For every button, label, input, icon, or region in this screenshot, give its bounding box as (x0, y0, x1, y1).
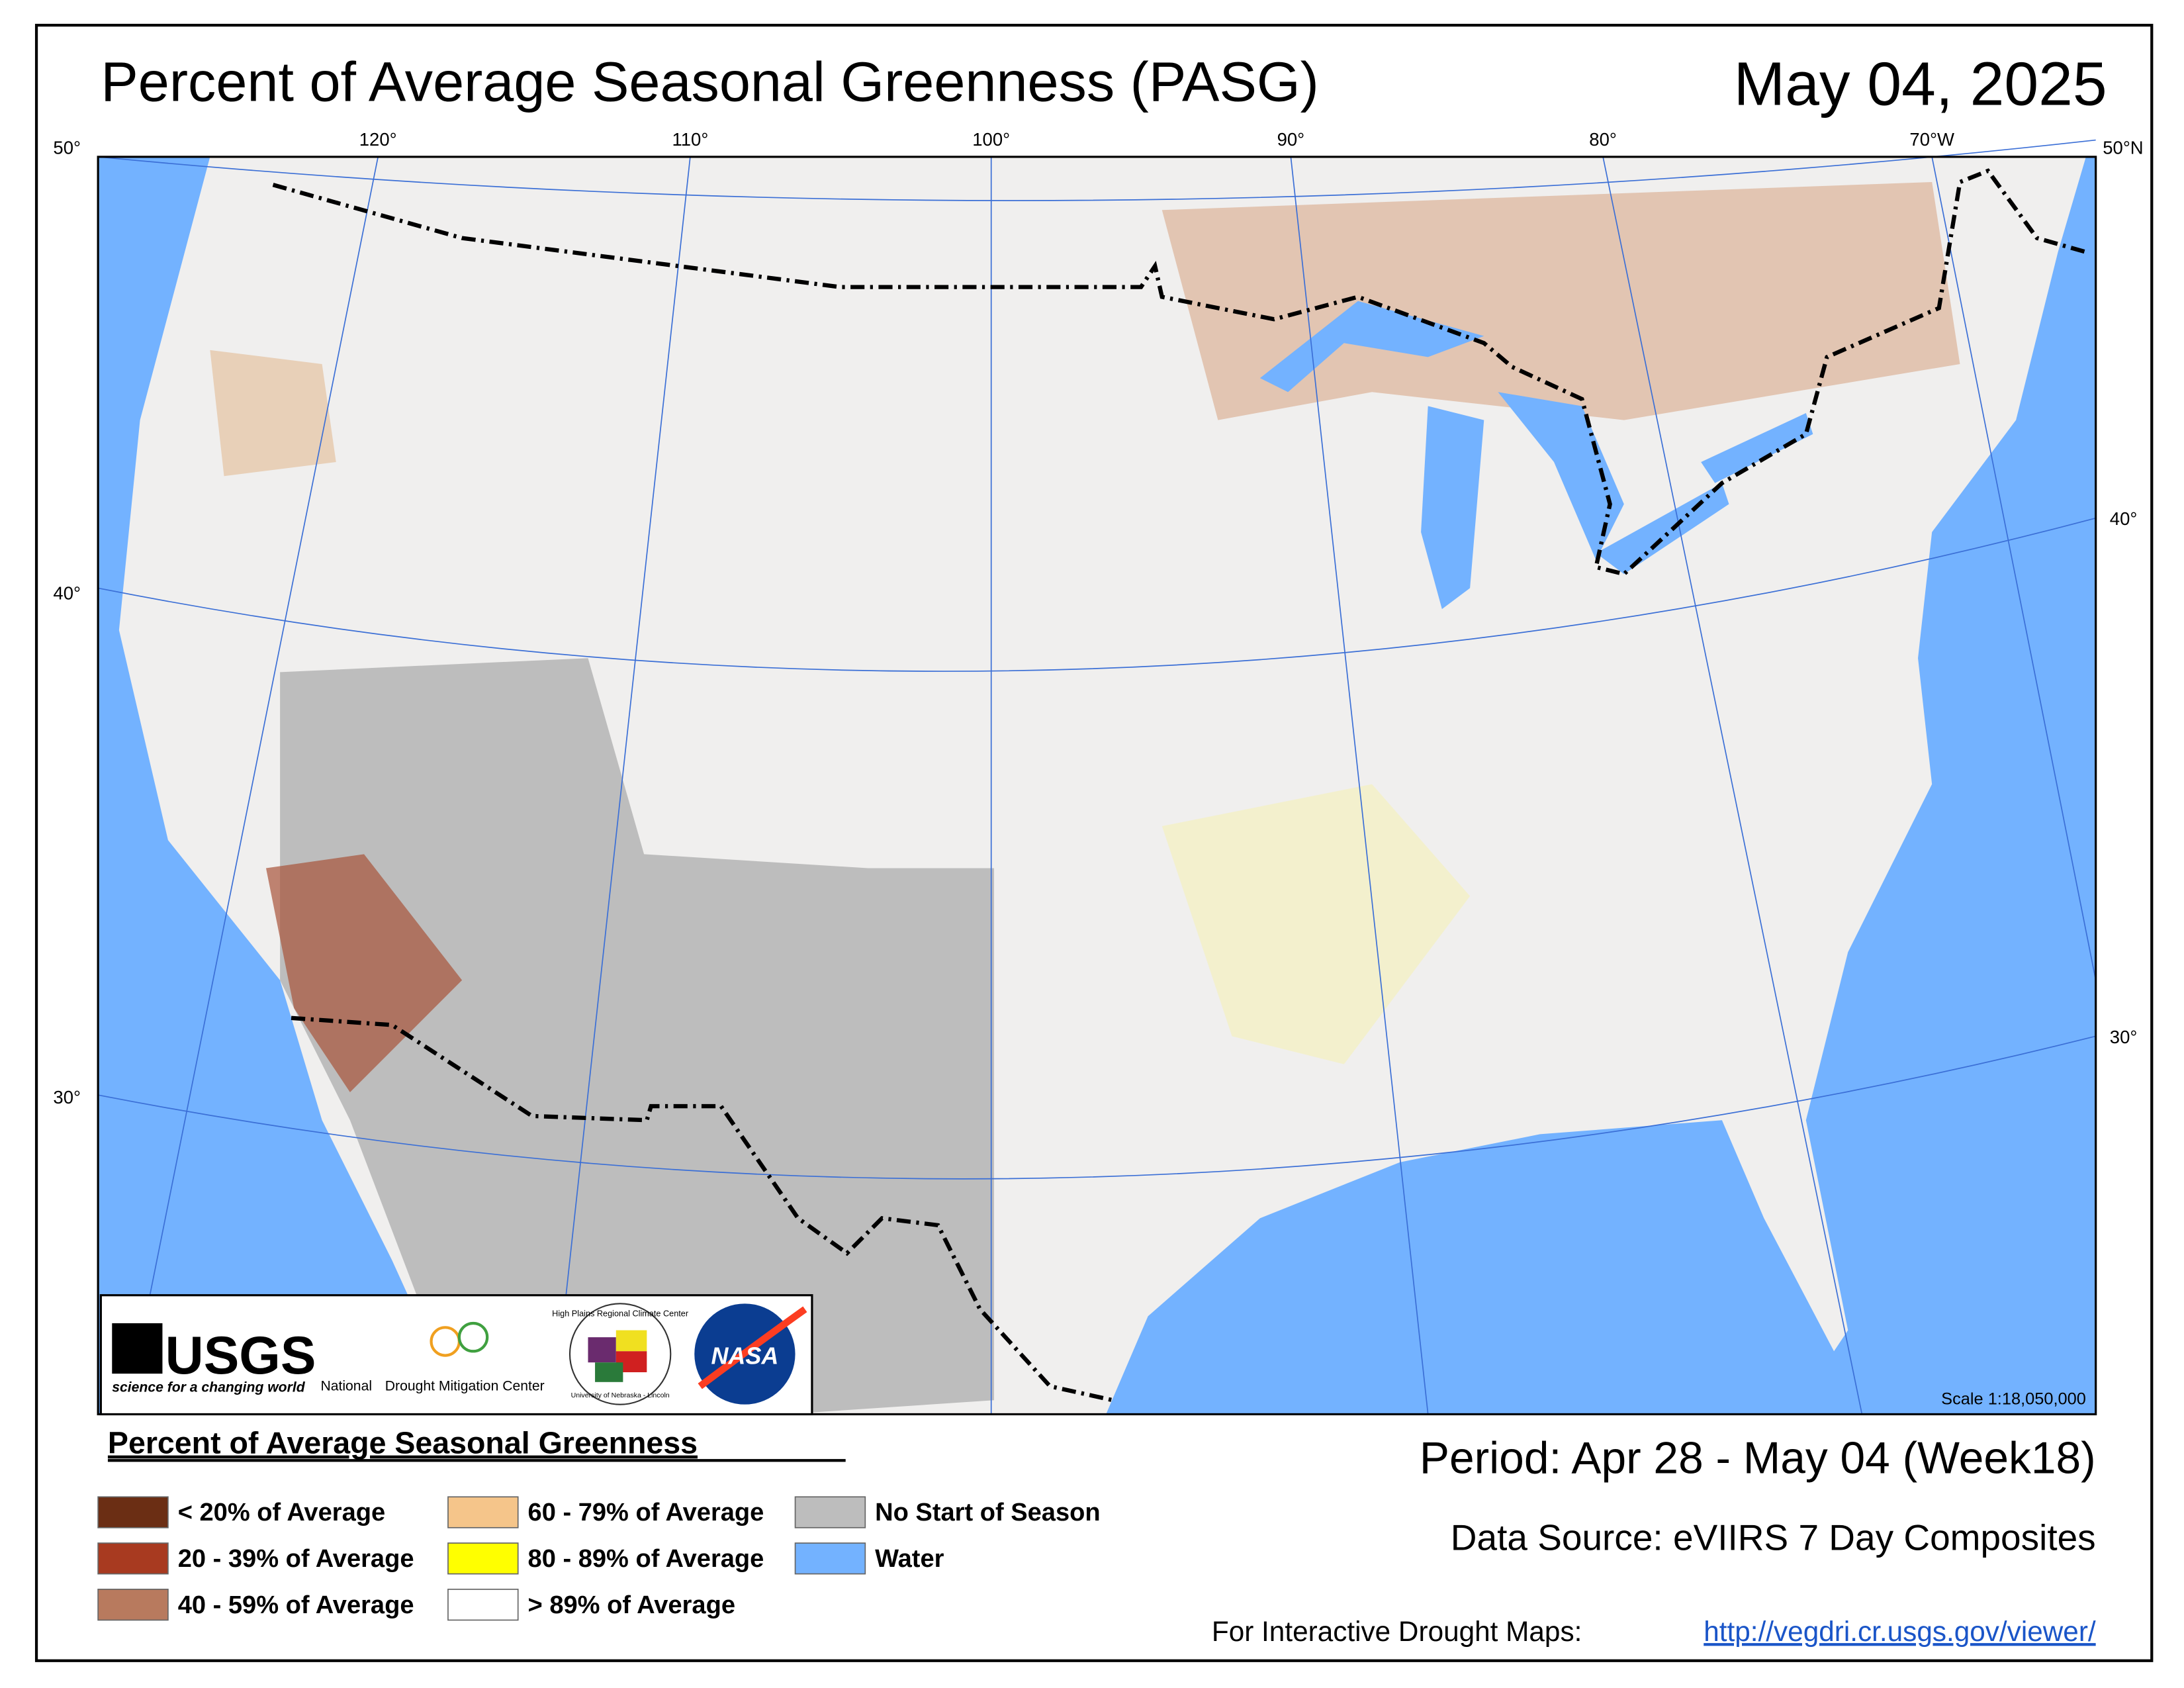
legend-swatch (447, 1589, 519, 1621)
hprcc-state (615, 1330, 647, 1352)
lon-label: 80° (1589, 129, 1617, 150)
lake (1701, 413, 1813, 483)
lat-label: 50°N (2103, 138, 2143, 158)
legend-label: 80 - 89% of Average (528, 1545, 764, 1573)
brown-area (210, 350, 336, 477)
legend-swatch (97, 1542, 169, 1575)
lon-label: 50° (53, 138, 81, 158)
usgs-icon (112, 1323, 163, 1374)
brown-area (265, 854, 463, 1092)
usgs-logo: USGS (165, 1326, 316, 1385)
data-source: Data Source: eVIIRS 7 Day Composites (1451, 1517, 2096, 1558)
viewer-link[interactable]: http://vegdri.cr.usgs.gov/viewer/ (1704, 1616, 2096, 1647)
ndmc-prefix: National (320, 1378, 372, 1393)
legend-swatch (447, 1496, 519, 1528)
legend-title: Percent of Average Seasonal Greenness (108, 1426, 698, 1460)
legend-swatch (447, 1542, 519, 1575)
lat-label: 30° (2110, 1027, 2138, 1047)
nasa-swoosh (698, 1306, 807, 1389)
map-scale: Scale 1:18,050,000 (1941, 1390, 2086, 1409)
graticule-labels: 50° 120° 110° 100° 90° 80° 70°W 50°N 40°… (53, 129, 2143, 1107)
hprcc-name: High Plains Regional Climate Center (552, 1309, 689, 1318)
title: Percent of Average Seasonal Greenness (P… (101, 50, 1319, 113)
lon-label: 120° (359, 129, 397, 150)
hprcc-state (595, 1362, 623, 1382)
legend-label: > 89% of Average (528, 1591, 735, 1619)
logo-box (99, 1294, 813, 1416)
hprcc-state (588, 1337, 616, 1363)
brown-area (1161, 181, 1960, 420)
lon-label: 100° (972, 129, 1010, 150)
lat-label: 30° (53, 1087, 81, 1107)
legend-swatch (794, 1542, 866, 1575)
legend-swatch (97, 1496, 169, 1528)
legend-label: < 20% of Average (178, 1499, 385, 1526)
interactive-label: For Interactive Drought Maps: (1212, 1616, 1582, 1647)
legend-label: 60 - 79% of Average (528, 1499, 764, 1526)
legend: < 20% of Average 20 - 39% of Average 40 - … (97, 1496, 1101, 1621)
period: Period: Apr 28 - May 04 (Week18) (1420, 1433, 2096, 1483)
lat-label: 40° (2110, 508, 2138, 529)
lon-label: 70°W (1909, 129, 1954, 150)
map (97, 139, 2097, 1416)
ocean (1106, 156, 2096, 1415)
legend-label: 40 - 59% of Average (178, 1591, 414, 1619)
logos: USGS science for a changing world Nation… (99, 1294, 813, 1416)
legend-label: 20 - 39% of Average (178, 1545, 414, 1573)
map-frame (97, 156, 2097, 1416)
date: May 04, 2025 (1734, 50, 2107, 118)
border (272, 168, 2087, 577)
green-area (1161, 784, 1471, 1064)
nasa-logo: NASA (711, 1342, 778, 1369)
legend-swatch (794, 1496, 866, 1528)
usgs-tagline: science for a changing world (112, 1380, 305, 1395)
lat-label: 40° (53, 583, 81, 603)
graticule (97, 139, 2097, 1415)
lon-label: 90° (1277, 129, 1305, 150)
ndmc-logo: Drought Mitigation Center (385, 1378, 545, 1393)
lake (1421, 406, 1484, 610)
hprcc-university: University of Nebraska - Lincoln (571, 1391, 670, 1399)
lon-label: 110° (672, 129, 709, 150)
legend-label: Water (875, 1545, 944, 1573)
legend-label: No Start of Season (875, 1499, 1101, 1526)
tree (457, 1321, 489, 1353)
legend-swatch (97, 1589, 169, 1621)
no-season-area (280, 658, 994, 1415)
